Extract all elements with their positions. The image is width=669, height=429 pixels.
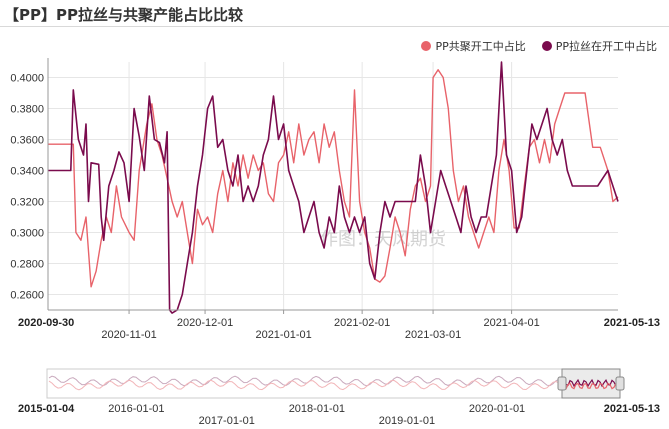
y-tick-label: 0.4000 <box>10 73 44 85</box>
navigator-series-1 <box>48 379 563 391</box>
axes: 0.2600 0.2800 0.3000 0.3200 0.3400 0.3600 0.38… <box>10 58 660 341</box>
legend: PP共聚开工中占比 PP拉丝在开工中占比 <box>421 38 657 54</box>
series-layer <box>48 61 619 314</box>
navigator-date-label: 2017-01-01 <box>199 415 255 427</box>
y-tick-label: 0.3000 <box>10 228 44 240</box>
legend-label-series2: PP拉丝在开工中占比 <box>555 40 657 53</box>
y-tick-label: 0.3200 <box>10 197 44 209</box>
y-tick-label: 0.3600 <box>10 135 44 147</box>
navigator-series-2 <box>48 375 563 387</box>
x-range-end-label: 2021-05-13 <box>604 317 660 329</box>
navigator-date-label: 2020-01-01 <box>469 403 525 415</box>
legend-item-series2[interactable]: PP拉丝在开工中占比 <box>541 38 657 54</box>
navigator-handle-right[interactable] <box>615 376 625 391</box>
navigator-handle-left[interactable] <box>557 376 567 391</box>
navigator-date-label: 2016-01-01 <box>108 403 164 415</box>
x-tick-label: 2021-02-01 <box>334 317 390 329</box>
legend-label-series1: PP共聚开工中占比 <box>435 40 526 53</box>
x-tick-label: 2021-01-01 <box>255 329 311 341</box>
title-divider <box>0 26 669 27</box>
series-line-2 <box>48 61 619 314</box>
series-line-1 <box>48 69 619 288</box>
navigator-selected-series-1 <box>563 382 617 390</box>
grid <box>48 62 618 310</box>
x-range-start-label: 2020-09-30 <box>18 317 74 329</box>
x-tick-label: 2021-04-01 <box>483 317 539 329</box>
navigator-end-label: 2021-05-13 <box>604 403 660 415</box>
legend-item-series1[interactable]: PP共聚开工中占比 <box>421 38 526 54</box>
y-tick-label: 0.3400 <box>10 166 44 178</box>
y-tick-label: 0.3800 <box>10 104 44 116</box>
range-navigator: 2015-01-04 2021-05-13 2016-01-01 2017-01-01… <box>18 368 660 427</box>
chart-title: 【PP】PP拉丝与共聚产能占比比较 <box>4 6 243 24</box>
watermark: 作图：天风期货 <box>320 229 446 249</box>
x-tick-label: 2020-11-01 <box>101 329 156 341</box>
navigator-date-label: 2019-01-01 <box>379 415 435 427</box>
y-tick-label: 0.2600 <box>10 290 44 302</box>
navigator-date-label: 2018-01-01 <box>289 403 345 415</box>
legend-marker-series1 <box>421 41 432 51</box>
navigator-selected-series-2 <box>563 378 617 388</box>
x-tick-label: 2021-03-01 <box>405 329 461 341</box>
legend-marker-series2 <box>541 41 552 51</box>
x-tick-label: 2020-12-01 <box>177 317 233 329</box>
navigator-start-label: 2015-01-04 <box>18 403 75 415</box>
y-tick-label: 0.2800 <box>10 259 44 271</box>
